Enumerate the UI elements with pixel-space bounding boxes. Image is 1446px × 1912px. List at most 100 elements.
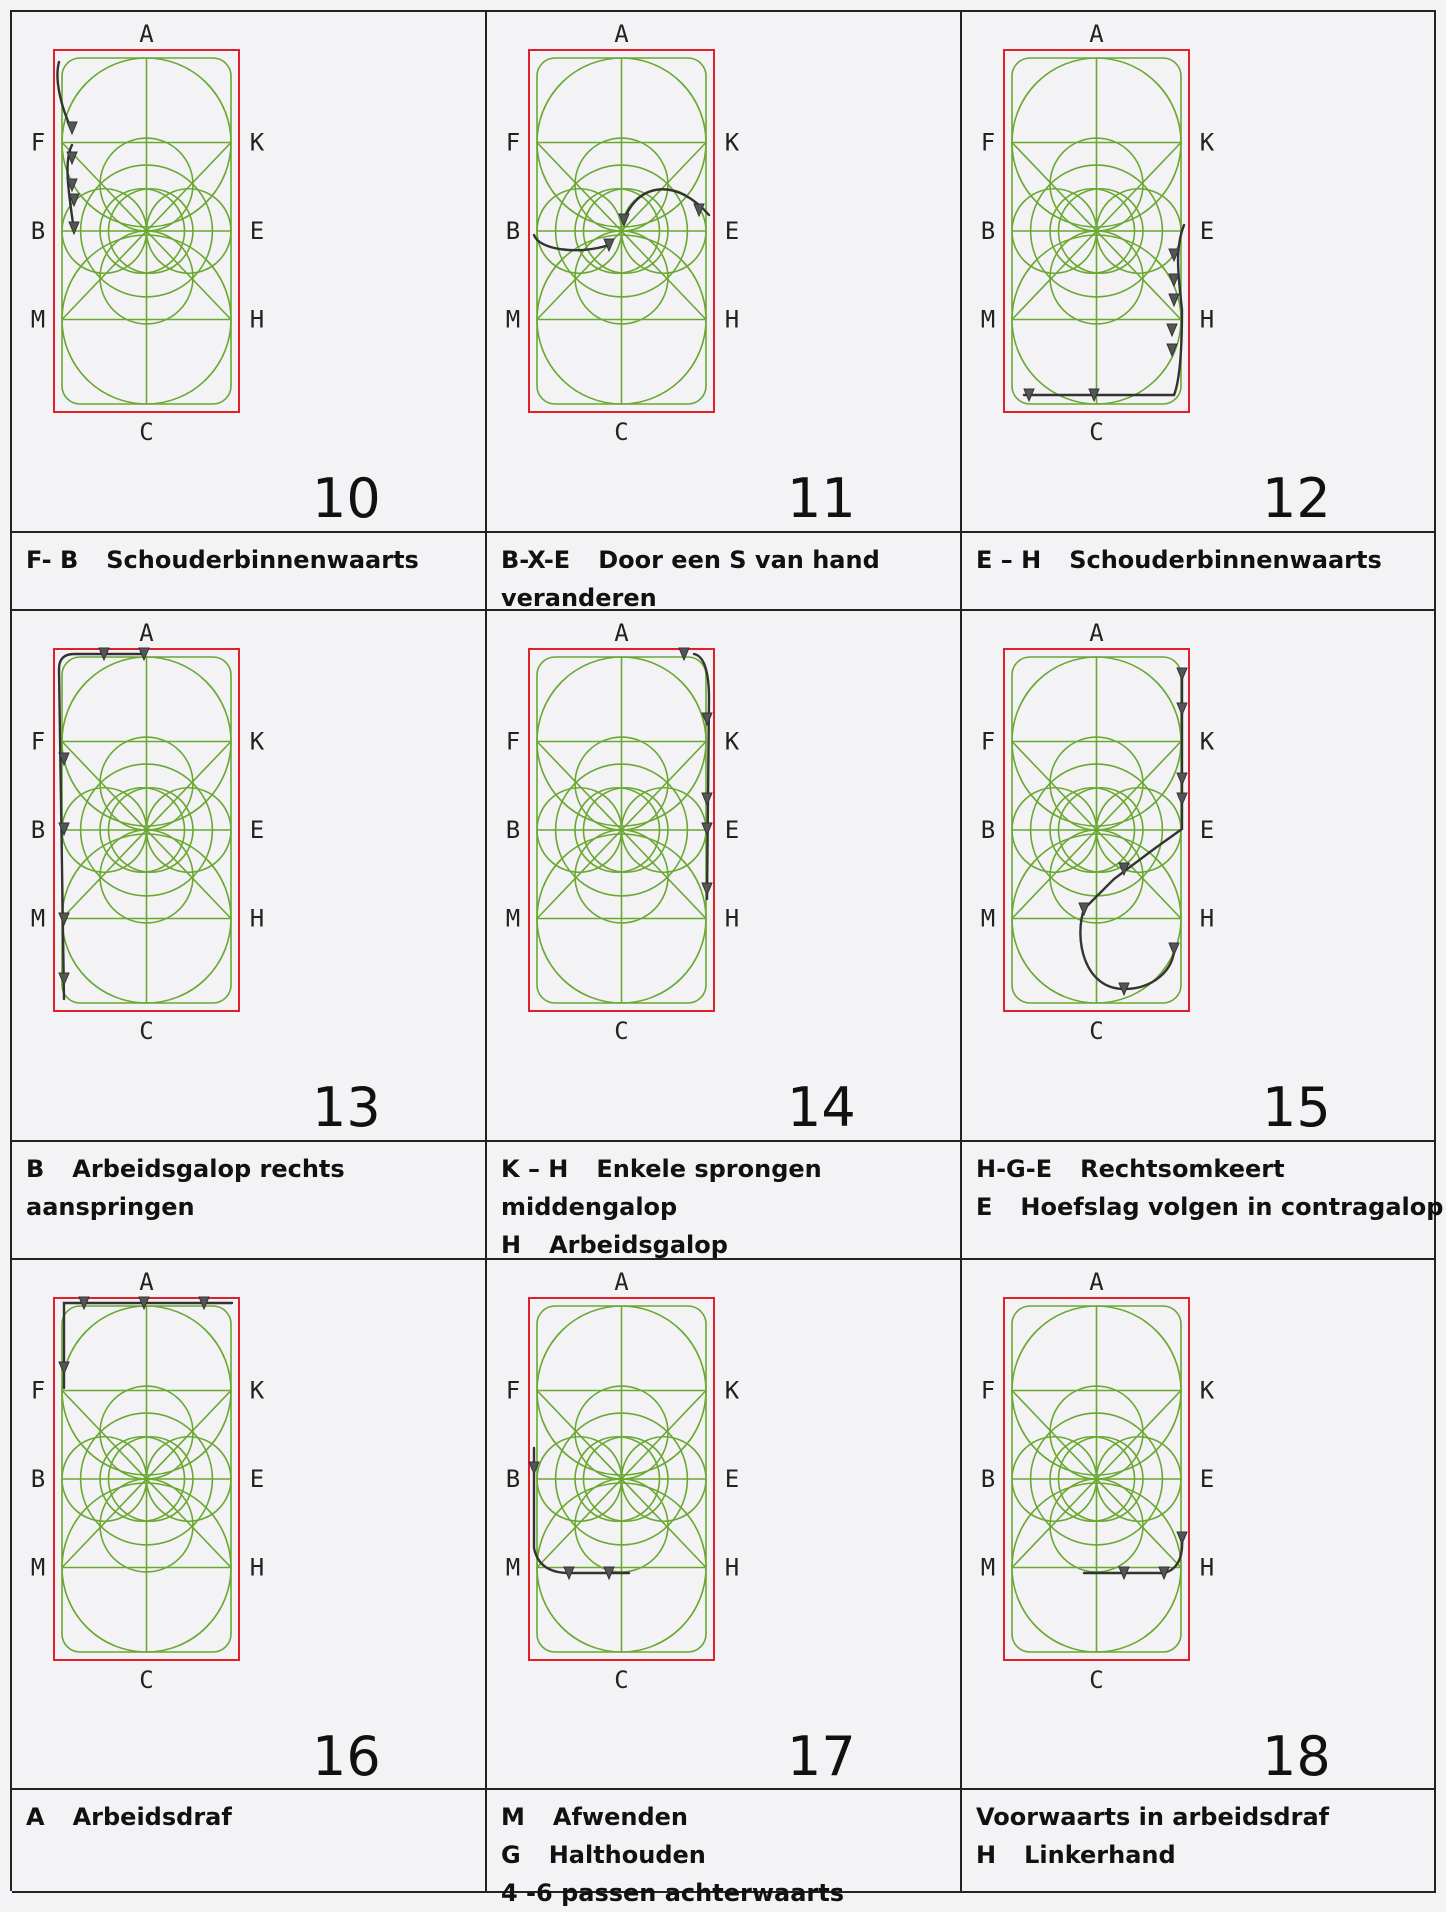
arena-letter-left: F [506, 129, 520, 157]
route-arrowhead [58, 912, 70, 927]
petal-circle [99, 1435, 186, 1523]
route-arrowhead [603, 1566, 615, 1581]
arena-diagram: A C F B M K E H [31, 619, 265, 1045]
arena-border [1003, 1297, 1190, 1661]
diagram-cell: A C F B M K E H 17 [487, 1260, 962, 1790]
arena-letter-left: M [506, 306, 520, 334]
arena-letter-left: B [506, 217, 520, 245]
arena-diagram: A C F B M K E H [506, 1268, 740, 1694]
route-arrowhead [701, 792, 713, 807]
route-arrowhead [1168, 942, 1180, 957]
figure-caption: A Arbeidsdraf [12, 1790, 487, 1893]
route-path [62, 1301, 234, 1390]
arena-letter-right: K [1200, 1377, 1215, 1405]
diagram-cell: A C F B M K E H 11 [487, 12, 962, 533]
diagram-cell: A C F B M K E H 18 [962, 1260, 1436, 1790]
arena-letter-right: H [725, 905, 739, 933]
arena-letter-left: B [506, 1465, 520, 1493]
route-arrowhead [701, 712, 713, 727]
petal-circle [582, 1435, 669, 1523]
arena-letter-top: A [1089, 619, 1104, 647]
arena-border [1003, 49, 1190, 413]
arena-letter-left: M [506, 905, 520, 933]
arena-letter-left: B [981, 816, 995, 844]
arena-letter-bottom: C [1089, 1666, 1103, 1694]
diagram-cell: A C F B M K E H 16 [12, 1260, 487, 1790]
arena-letter-left: F [31, 1377, 45, 1405]
arena-letter-right: E [725, 816, 739, 844]
arena-letter-right: E [250, 1465, 264, 1493]
circle-centre [1029, 164, 1164, 298]
arena-letter-right: E [1200, 1465, 1214, 1493]
route-arrowhead [1176, 1531, 1188, 1546]
exercise-sheet: A C F B M K E H 10 A C F B M K E H 11 A C F B M K E H 12 F- B… [10, 10, 1443, 1907]
route-arrowhead [1168, 248, 1180, 263]
petal-circle [582, 786, 669, 874]
route-arrowhead [58, 1361, 70, 1376]
arena [1003, 1297, 1190, 1661]
figure-caption: H-G-E Rechtsomkeert E Hoefslag volgen in c… [962, 1142, 1443, 1260]
route-arrowhead [1176, 667, 1188, 682]
route-arrowhead [603, 238, 615, 253]
route-arrowhead [1118, 862, 1130, 877]
arena-letter-bottom: C [614, 418, 628, 446]
arena-letter-left: B [981, 1465, 995, 1493]
petal-circle [99, 230, 194, 325]
arena-letter-top: A [614, 20, 629, 48]
arena-letter-top: A [614, 1268, 629, 1296]
arena-letter-left: M [981, 306, 995, 334]
arena-letter-right: H [725, 1554, 739, 1582]
arena-letter-bottom: C [614, 1017, 628, 1045]
arena-letter-left: F [981, 728, 995, 756]
arena-letter-top: A [1089, 20, 1104, 48]
arena [1003, 49, 1190, 413]
arena-letter-left: M [506, 1554, 520, 1582]
petal-circle [574, 187, 661, 275]
petal-circle [574, 829, 669, 924]
figure-caption: M Afwenden G Halthouden 4 -6 passen achter… [487, 1790, 962, 1907]
arena-letter-right: H [250, 905, 264, 933]
arena-letter-right: K [725, 129, 740, 157]
route-path [57, 652, 146, 1001]
arena-letter-top: A [139, 1268, 154, 1296]
petal-circle [1057, 786, 1144, 874]
figure-number: 10 [312, 467, 381, 530]
route-arrowhead [1023, 388, 1035, 403]
diagram-cell: A C F B M K E H 12 [962, 12, 1436, 533]
arena-letter-right: H [250, 1554, 264, 1582]
arena-letter-left: M [981, 905, 995, 933]
petal-circle [99, 1478, 194, 1573]
figure-number: 12 [1262, 467, 1331, 530]
route-arrowhead [1176, 792, 1188, 807]
petal-circle [99, 829, 194, 924]
arena-letter-right: K [725, 1377, 740, 1405]
arena-letter-right: H [1200, 905, 1214, 933]
petal-circle [107, 1435, 194, 1523]
circle-centre [79, 763, 214, 897]
arena [53, 647, 240, 1012]
diagram-cell: A C F B M K E H 13 [12, 611, 487, 1142]
route-arrowhead [678, 647, 690, 662]
figure-caption: K – H Enkele sprongen middengalop H Arbeid… [487, 1142, 962, 1260]
arena [53, 49, 240, 413]
circle-centre [79, 1412, 214, 1546]
arena-border [528, 648, 715, 1012]
route-arrowhead [528, 1461, 540, 1476]
route-arrowhead [1168, 293, 1180, 308]
arena-letter-left: F [31, 129, 45, 157]
route-path [692, 652, 711, 901]
arena-letter-right: K [725, 728, 740, 756]
figure-number: 17 [787, 1725, 856, 1788]
arena-letter-left: B [31, 217, 45, 245]
petal-circle [99, 786, 186, 874]
arena-letter-right: E [725, 1465, 739, 1493]
route-arrowhead [138, 647, 150, 662]
arena-border [528, 1297, 715, 1661]
arena-letter-bottom: C [139, 1017, 153, 1045]
arena-letter-left: B [31, 1465, 45, 1493]
arena [528, 49, 715, 413]
route-arrowhead [701, 882, 713, 897]
route-arrowhead [68, 193, 80, 208]
arena [1003, 648, 1190, 1012]
diagram-cell: A C F B M K E H 15 [962, 611, 1436, 1142]
